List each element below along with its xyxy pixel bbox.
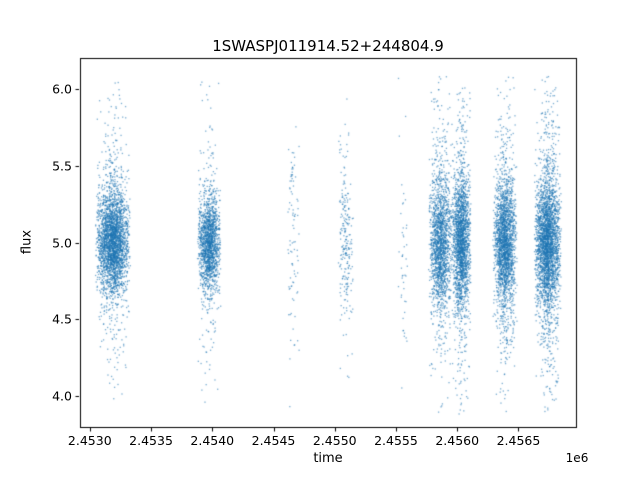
x-tick-label: 2.4550 [312,433,357,448]
x-tick-label: 2.4530 [67,433,112,448]
y-tick-label: 4.0 [52,388,72,404]
x-tick-label: 2.4555 [374,433,418,448]
y-tick-label: 5.0 [52,235,72,250]
x-tick-label: 2.4565 [496,433,541,448]
x-tick-label: 2.4540 [190,433,235,448]
chart-title: 1SWASPJ011914.52+244804.9 [212,37,444,55]
x-axis-label: time [313,451,343,466]
x-tick-label: 2.4545 [251,433,296,448]
y-tick-label: 4.5 [52,311,72,327]
x-tick-label: 2.4535 [129,433,173,448]
y-tick-label: 6.0 [52,81,72,97]
y-axis-label: flux [19,229,35,255]
x-axis-offset-label: 1e6 [565,451,589,465]
y-tick-label: 5.5 [52,158,72,174]
x-tick-label: 2.4560 [435,433,480,448]
